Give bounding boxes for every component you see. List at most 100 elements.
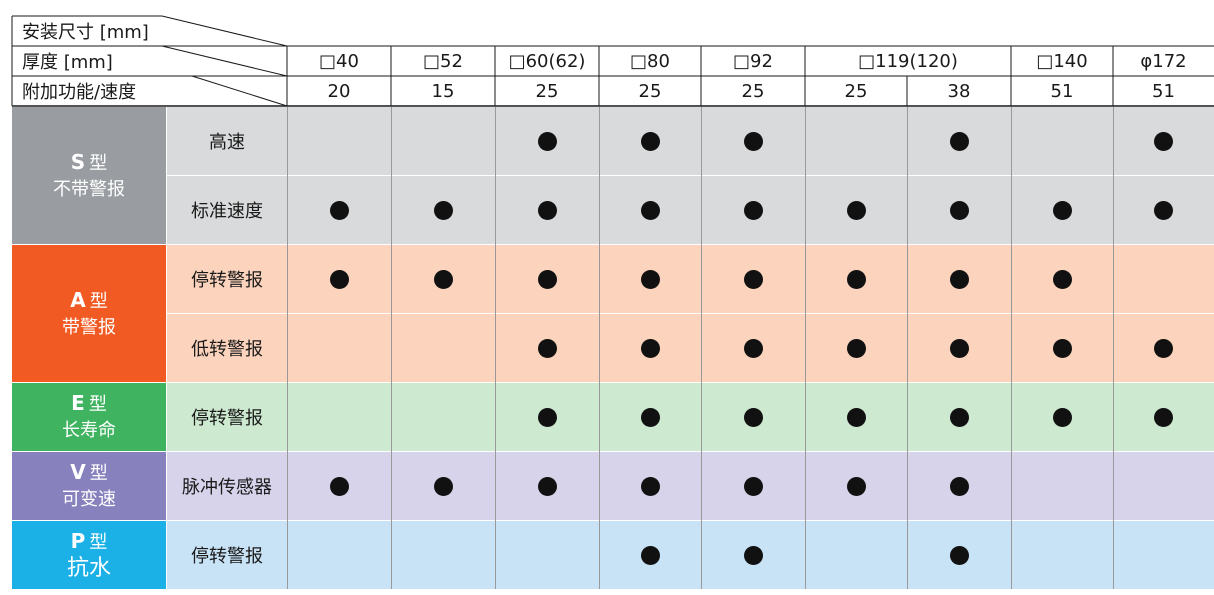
available-dot-icon: [1052, 407, 1072, 427]
available-dot-icon: [433, 200, 453, 220]
available-dot-icon: [949, 338, 969, 358]
type-description: 带警报: [62, 316, 116, 338]
availability-cell: [391, 245, 495, 313]
available-dot-icon: [1154, 407, 1173, 427]
mount-size-label: 安装尺寸 [mm]: [22, 22, 149, 43]
availability-cell: [701, 383, 805, 451]
type-separator: [12, 451, 1214, 452]
available-dot-icon: [537, 200, 557, 220]
thickness-cell: 51: [1050, 80, 1074, 102]
available-dot-icon: [640, 131, 660, 151]
type-separator: [12, 244, 1214, 245]
feature-row-label: 停转警报: [166, 245, 287, 313]
available-dot-icon: [949, 476, 969, 496]
available-dot-icon: [329, 269, 349, 289]
availability-cell: [805, 521, 907, 589]
type-code-letter: E: [71, 391, 85, 415]
availability-cell: [1011, 176, 1113, 244]
available-dot-icon: [640, 338, 660, 358]
availability-cell: [599, 245, 701, 313]
availability-cell: [599, 452, 701, 520]
type-description: 抗水: [66, 556, 111, 581]
size-header-cell: □140: [1036, 50, 1088, 72]
availability-cell: [907, 452, 1011, 520]
availability-cell: [287, 245, 391, 313]
availability-cell: [907, 245, 1011, 313]
feature-row-label: 停转警报: [166, 521, 287, 589]
available-dot-icon: [537, 407, 557, 427]
size-header-cell: □60(62): [508, 50, 586, 72]
available-dot-icon: [329, 476, 349, 496]
availability-cell: [391, 521, 495, 589]
feature-row-label: 高速: [166, 107, 287, 175]
availability-cell: [287, 314, 391, 382]
type-description: 可变速: [62, 489, 116, 510]
thickness-cell: 25: [638, 80, 662, 102]
type-cell-a: A 型带警报: [12, 245, 166, 382]
type-description: 长寿命: [62, 420, 116, 441]
availability-cell: [907, 314, 1011, 382]
row-separator: [166, 313, 1214, 314]
availability-cell: [907, 521, 1011, 589]
availability-cell: [805, 176, 907, 244]
availability-cell: [287, 452, 391, 520]
availability-cell: [495, 383, 599, 451]
type-code-letter: V: [70, 460, 86, 484]
available-dot-icon: [743, 476, 763, 496]
available-dot-icon: [743, 407, 763, 427]
type-code-letter: A: [70, 287, 86, 312]
thickness-cell: 25: [844, 80, 868, 102]
availability-cell: [907, 383, 1011, 451]
size-header-cell: □119(120): [858, 50, 958, 72]
availability-cell: [1113, 452, 1214, 520]
available-dot-icon: [640, 545, 660, 565]
size-header-cell: □92: [733, 50, 773, 72]
feature-row-label: 停转警报: [166, 383, 287, 451]
type-cell-v: V 型可变速: [12, 452, 166, 520]
diagonal-line: [161, 45, 288, 77]
available-dot-icon: [949, 545, 969, 565]
available-dot-icon: [640, 269, 660, 289]
available-dot-icon: [846, 338, 866, 358]
feature-row-label: 标准速度: [166, 176, 287, 244]
size-header-cell: □80: [630, 50, 670, 72]
available-dot-icon: [743, 269, 763, 289]
available-dot-icon: [1052, 200, 1072, 220]
type-code-letter: P: [70, 529, 86, 553]
available-dot-icon: [743, 338, 763, 358]
availability-cell: [495, 314, 599, 382]
availability-cell: [391, 383, 495, 451]
type-suffix: 型: [89, 152, 108, 174]
availability-cell: [495, 245, 599, 313]
availability-cell: [391, 107, 495, 175]
availability-cell: [391, 176, 495, 244]
available-dot-icon: [949, 200, 969, 220]
availability-cell: [287, 176, 391, 244]
available-dot-icon: [640, 200, 660, 220]
diagonal-line: [161, 15, 288, 47]
type-suffix: 型: [89, 532, 108, 553]
thickness-cell: 15: [431, 80, 455, 102]
availability-cell: [391, 314, 495, 382]
available-dot-icon: [537, 269, 557, 289]
availability-cell: [287, 521, 391, 589]
availability-cell: [701, 521, 805, 589]
availability-cell: [1011, 521, 1113, 589]
column-divider: [599, 107, 600, 589]
available-dot-icon: [846, 407, 866, 427]
available-dot-icon: [846, 200, 866, 220]
column-divider: [287, 107, 288, 589]
availability-cell: [1011, 314, 1113, 382]
available-dot-icon: [846, 269, 866, 289]
available-dot-icon: [537, 476, 557, 496]
availability-cell: [599, 521, 701, 589]
thickness-cell: 25: [741, 80, 765, 102]
type-suffix: 型: [89, 463, 108, 484]
column-divider: [391, 107, 392, 589]
availability-cell: [805, 314, 907, 382]
available-dot-icon: [1154, 131, 1173, 151]
availability-cell: [1113, 245, 1214, 313]
